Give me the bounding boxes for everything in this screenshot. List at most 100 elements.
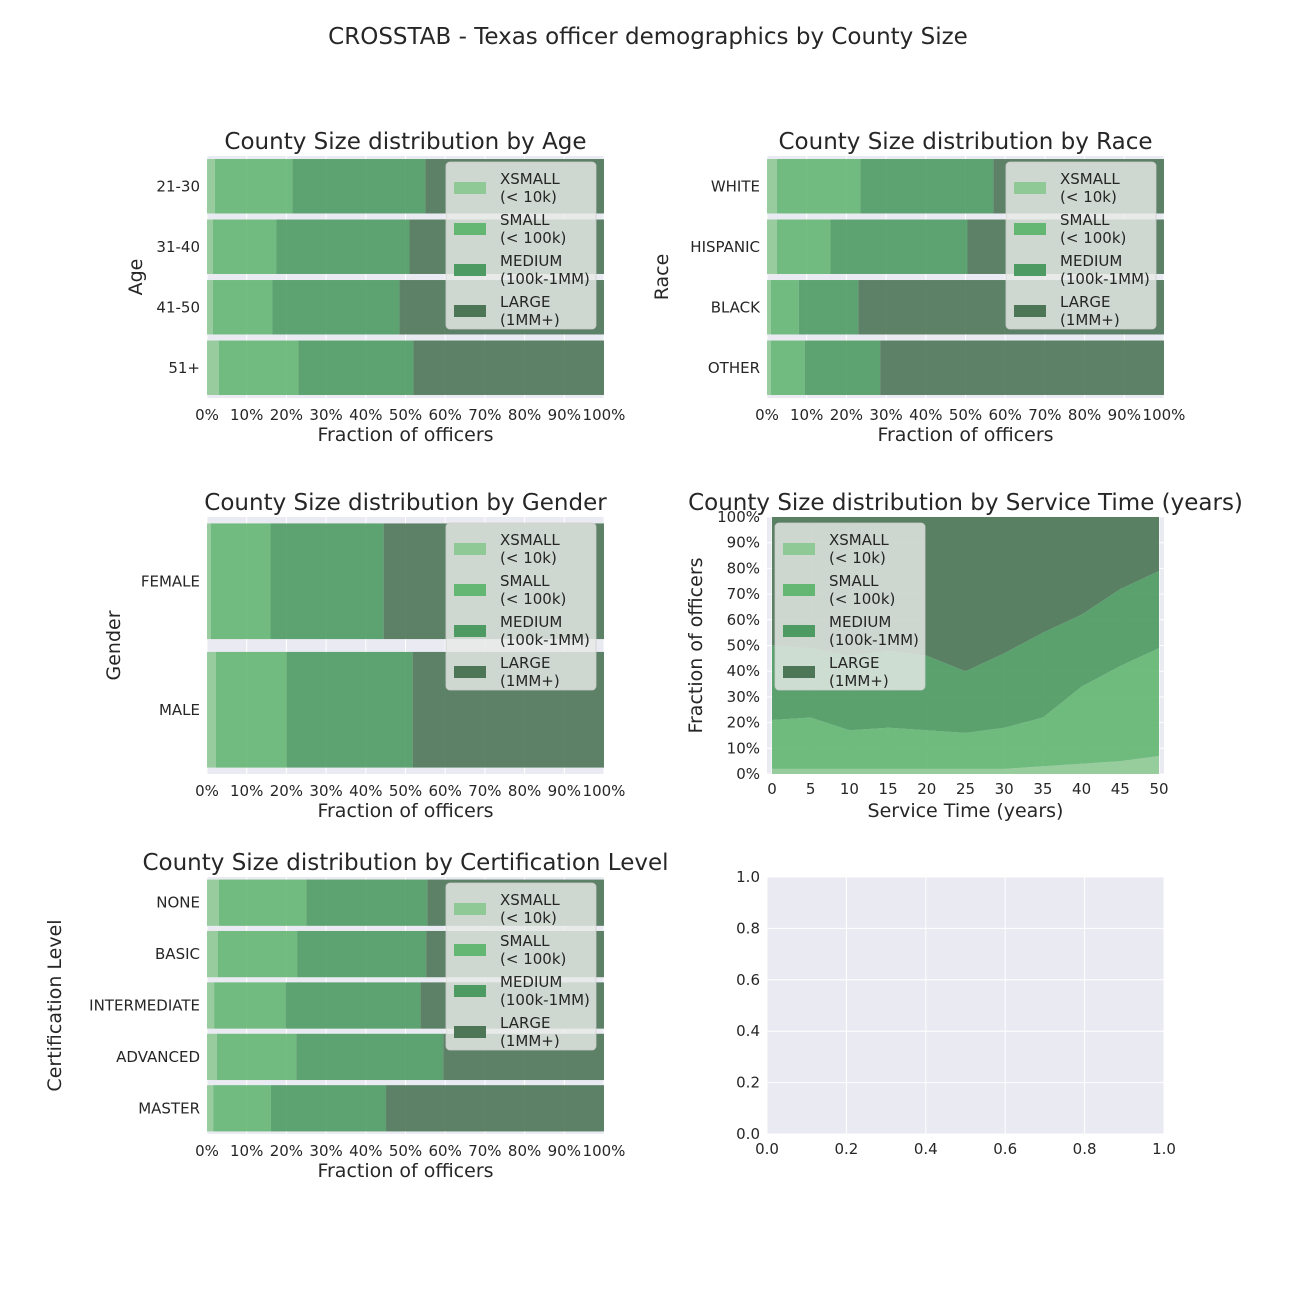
x-tick-label: 40%	[349, 406, 382, 424]
bar-segment	[207, 159, 215, 214]
x-tick-label: 0.8	[1073, 1140, 1097, 1158]
y-tick-label: 0.8	[736, 919, 760, 937]
legend-sublabel-2: (100k-1MM)	[1060, 270, 1150, 288]
legend-sublabel-0: (< 10k)	[500, 188, 557, 206]
bar-segment	[306, 879, 428, 926]
y-tick-label: MASTER	[138, 1099, 200, 1117]
x-tick-label: 80%	[508, 782, 541, 800]
x-tick-label: 0.6	[993, 1140, 1017, 1158]
bar-segment	[767, 280, 771, 335]
panel-title: County Size distribution by Service Time…	[688, 490, 1243, 516]
legend-swatch-0	[1014, 182, 1046, 194]
x-tick-label: 20%	[270, 406, 303, 424]
y-tick-label: 50%	[727, 637, 760, 655]
x-tick-label: 100%	[1143, 406, 1186, 424]
y-tick-label: 0.0	[736, 1125, 760, 1143]
y-tick-label: 0.6	[736, 971, 760, 989]
bar-segment	[207, 523, 211, 640]
legend-swatch-1	[454, 944, 486, 956]
bar-segment	[298, 340, 414, 395]
x-tick-label: 90%	[548, 782, 581, 800]
legend-label-0: XSMALL	[500, 531, 560, 549]
x-tick-label: 30	[995, 780, 1014, 798]
legend-swatch-1	[783, 584, 815, 596]
x-tick-label: 60%	[989, 406, 1022, 424]
legend-swatch-0	[783, 543, 815, 555]
x-tick-label: 70%	[468, 406, 501, 424]
bar-segment	[860, 159, 994, 214]
x-tick-label: 1.0	[1152, 1140, 1176, 1158]
bar-segment	[207, 219, 213, 274]
x-tick-label: 80%	[508, 406, 541, 424]
y-axis-label: Fraction of officers	[685, 557, 707, 733]
legend-sublabel-3: (1MM+)	[500, 1032, 560, 1050]
bar-segment	[218, 879, 307, 926]
x-tick-label: 45	[1111, 780, 1130, 798]
legend-label-2: MEDIUM	[500, 973, 562, 991]
bar-segment	[218, 340, 299, 395]
bar-segment	[214, 982, 286, 1029]
y-tick-label: NONE	[156, 894, 200, 912]
figure-title: CROSSTAB - Texas officer demographics by…	[328, 24, 968, 50]
x-tick-label: 0.0	[755, 1140, 779, 1158]
legend-swatch-0	[454, 182, 486, 194]
area-series-1	[772, 648, 1159, 769]
area-series-2	[772, 570, 1159, 733]
legend-sublabel-3: (1MM+)	[1060, 311, 1120, 329]
legend-sublabel-3: (1MM+)	[829, 672, 889, 690]
x-tick-label: 20%	[830, 406, 863, 424]
x-tick-label: 100%	[583, 1142, 626, 1160]
y-tick-label: 21-30	[156, 177, 200, 195]
y-tick-label: BASIC	[155, 945, 200, 963]
y-tick-label: 20%	[727, 714, 760, 732]
bar-segment	[798, 280, 859, 335]
y-tick-label: 60%	[727, 611, 760, 629]
y-tick-label: FEMALE	[141, 572, 200, 590]
bar-segment	[292, 159, 426, 214]
x-tick-label: 5	[806, 780, 816, 798]
legend-swatch-2	[454, 264, 486, 276]
y-tick-label: 51+	[168, 359, 200, 377]
x-tick-label: 40%	[349, 782, 382, 800]
legend-sublabel-0: (< 10k)	[1060, 188, 1117, 206]
x-tick-label: 0.4	[914, 1140, 938, 1158]
x-tick-label: 0%	[195, 1142, 219, 1160]
legend-sublabel-0: (< 10k)	[500, 549, 557, 567]
bar-segment	[270, 523, 384, 640]
bar-segment	[413, 340, 604, 395]
bar-segment	[767, 159, 777, 214]
legend-label-3: LARGE	[829, 654, 880, 672]
x-tick-label: 0%	[195, 782, 219, 800]
bar-segment	[207, 651, 216, 768]
bar-segment	[270, 1085, 387, 1132]
legend-frame	[445, 522, 597, 691]
legend-swatch-2	[783, 625, 815, 637]
legend-label-1: SMALL	[500, 932, 550, 950]
x-tick-label: 70%	[468, 782, 501, 800]
panel-5: 0.0 0.2 0.4 0.6 0.8 1.0 0.0 0.2 0.4 0.6 0.8 1.0	[736, 868, 1176, 1158]
bar-segment	[207, 280, 213, 335]
bar-segment	[830, 219, 968, 274]
legend-label-3: LARGE	[500, 293, 551, 311]
legend-sublabel-0: (< 10k)	[500, 909, 557, 927]
y-tick-label: 30%	[727, 688, 760, 706]
legend-sublabel-0: (< 10k)	[829, 549, 886, 567]
legend-label-3: LARGE	[1060, 293, 1111, 311]
x-tick-label: 100%	[583, 406, 626, 424]
x-tick-label: 50%	[389, 406, 422, 424]
legend-sublabel-2: (100k-1MM)	[500, 631, 590, 649]
x-tick-label: 70%	[468, 1142, 501, 1160]
legend-frame	[445, 882, 597, 1051]
legend-label-2: MEDIUM	[829, 613, 891, 631]
y-tick-label: 41-50	[156, 298, 200, 316]
bar-segment	[296, 1033, 444, 1081]
bar-segment	[804, 340, 881, 395]
legend-swatch-1	[1014, 223, 1046, 235]
x-tick-label: 0%	[195, 406, 219, 424]
legend-sublabel-2: (100k-1MM)	[500, 270, 590, 288]
legend-sublabel-2: (100k-1MM)	[500, 991, 590, 1009]
legend-3: XSMALL(< 10k) SMALL(< 100k) MEDIUM(100k-1M…	[774, 522, 926, 691]
x-tick-label: 70%	[1028, 406, 1061, 424]
bar-segment	[880, 340, 1164, 395]
x-tick-label: 20	[917, 780, 936, 798]
